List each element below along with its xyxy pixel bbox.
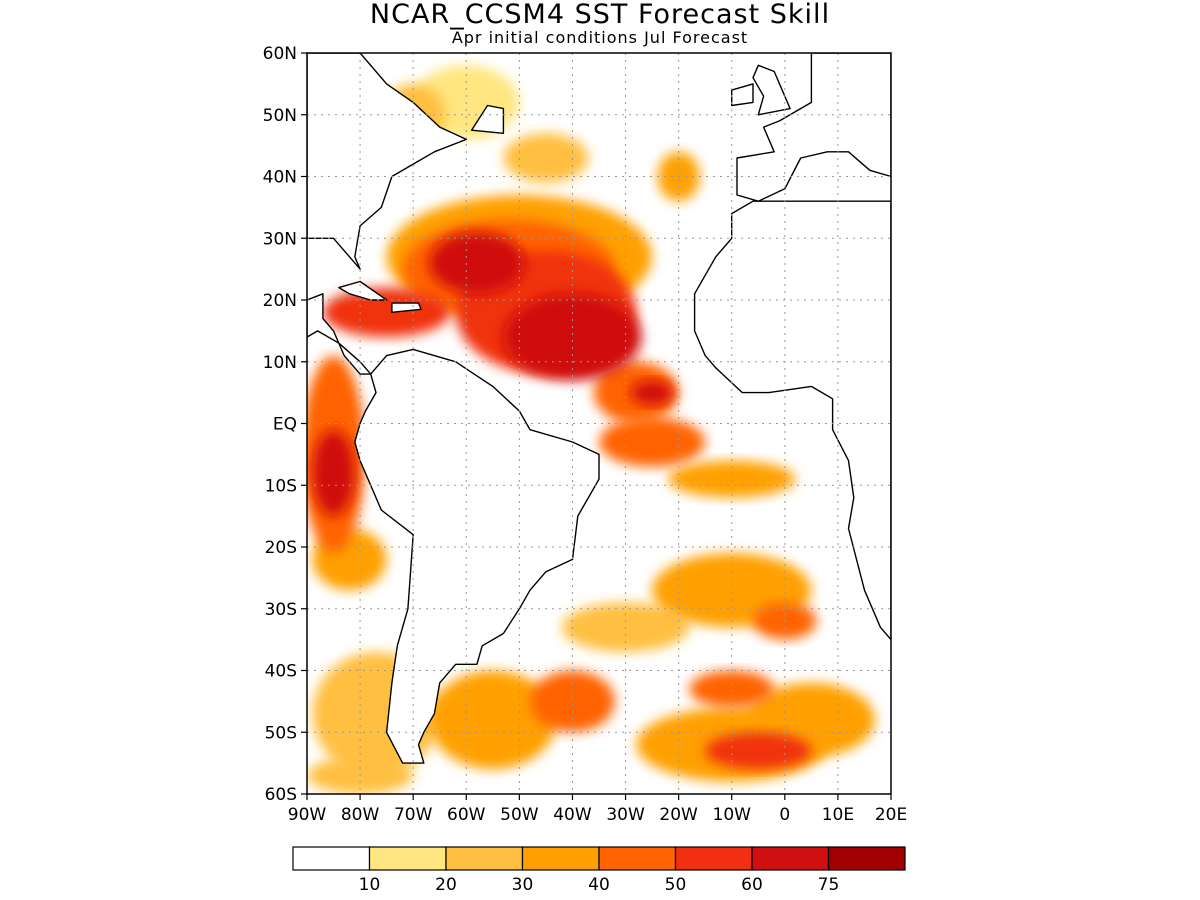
lon-label: 40W (553, 805, 592, 825)
lon-label: 90W (288, 805, 327, 825)
newfoundland-coast (470, 104, 505, 134)
great-britain-coast (752, 64, 791, 116)
graticule (307, 53, 891, 794)
land-masses (307, 53, 891, 764)
lon-label: 10W (713, 805, 752, 825)
skill-region (322, 287, 451, 338)
map-subtitle: Apr initial conditions Jul Forecast (451, 28, 749, 47)
colorbar-swatch (292, 846, 371, 871)
lon-label: 10E (822, 805, 854, 825)
lat-label: EQ (273, 415, 297, 435)
colorbar: 10 20 30 40 50 60 75 (292, 846, 906, 895)
lat-label: 20N (263, 291, 297, 311)
lat-label: 60N (263, 44, 297, 64)
lat-label: 50S (265, 723, 297, 743)
colorbar-swatch (827, 846, 906, 871)
colorbar-swatch (445, 846, 524, 871)
lon-label: 70W (394, 805, 433, 825)
central-america-coast (307, 293, 372, 375)
longitude-labels: 90W 80W 70W 60W 50W 40W 30W 20W 10W 0 10E 20E (288, 794, 907, 825)
skill-region (599, 417, 706, 467)
south-america-coast (354, 348, 600, 764)
lat-label: 30N (263, 229, 297, 249)
colorbar-swatch (598, 846, 677, 871)
latitude-labels: 60N 50N 40N 30N 20N 10N EQ 10S 20S 30S 40S 50S 60S (263, 44, 307, 805)
colorbar-label: 40 (588, 875, 610, 895)
colorbar-swatch (521, 846, 600, 871)
skill-region (312, 429, 355, 517)
lon-label: 50W (500, 805, 539, 825)
lat-label: 60S (265, 785, 297, 805)
lon-label: 0 (779, 805, 790, 825)
lon-label: 30W (606, 805, 645, 825)
europe-coast (736, 53, 891, 202)
lon-label: 20W (659, 805, 698, 825)
lat-label: 40N (263, 168, 297, 188)
lon-label: 20E (875, 805, 907, 825)
lon-label: 80W (341, 805, 380, 825)
colorbar-label: 30 (512, 875, 534, 895)
lat-label: 10S (265, 476, 297, 496)
lon-label: 60W (447, 805, 486, 825)
hispaniola-coast (391, 302, 422, 313)
lat-label: 10N (263, 353, 297, 373)
skill-region (503, 293, 642, 381)
colorbar-label: 75 (818, 875, 840, 895)
colorbar-label: 60 (741, 875, 763, 895)
africa-coast (693, 200, 891, 641)
colorbar-swatch (751, 846, 830, 871)
map-title: NCAR_CCSM4 SST Forecast Skill (369, 0, 831, 30)
ireland-coast (731, 83, 754, 107)
skill-region (630, 380, 674, 405)
lat-label: 40S (265, 662, 297, 682)
skill-region (705, 732, 812, 770)
skill-region (529, 670, 615, 733)
colorbar-swatch (368, 846, 447, 871)
lat-label: 30S (265, 600, 297, 620)
lat-label: 20S (265, 538, 297, 558)
skill-region (429, 670, 557, 770)
skill-region (503, 133, 589, 183)
colorbar-label: 10 (359, 875, 381, 895)
skill-region (689, 670, 775, 708)
colorbar-label: 20 (435, 875, 457, 895)
lat-label: 50N (263, 106, 297, 126)
colorbar-swatch (674, 846, 753, 871)
skill-region (429, 232, 525, 294)
skill-region (668, 460, 796, 498)
colorbar-label: 50 (665, 875, 687, 895)
